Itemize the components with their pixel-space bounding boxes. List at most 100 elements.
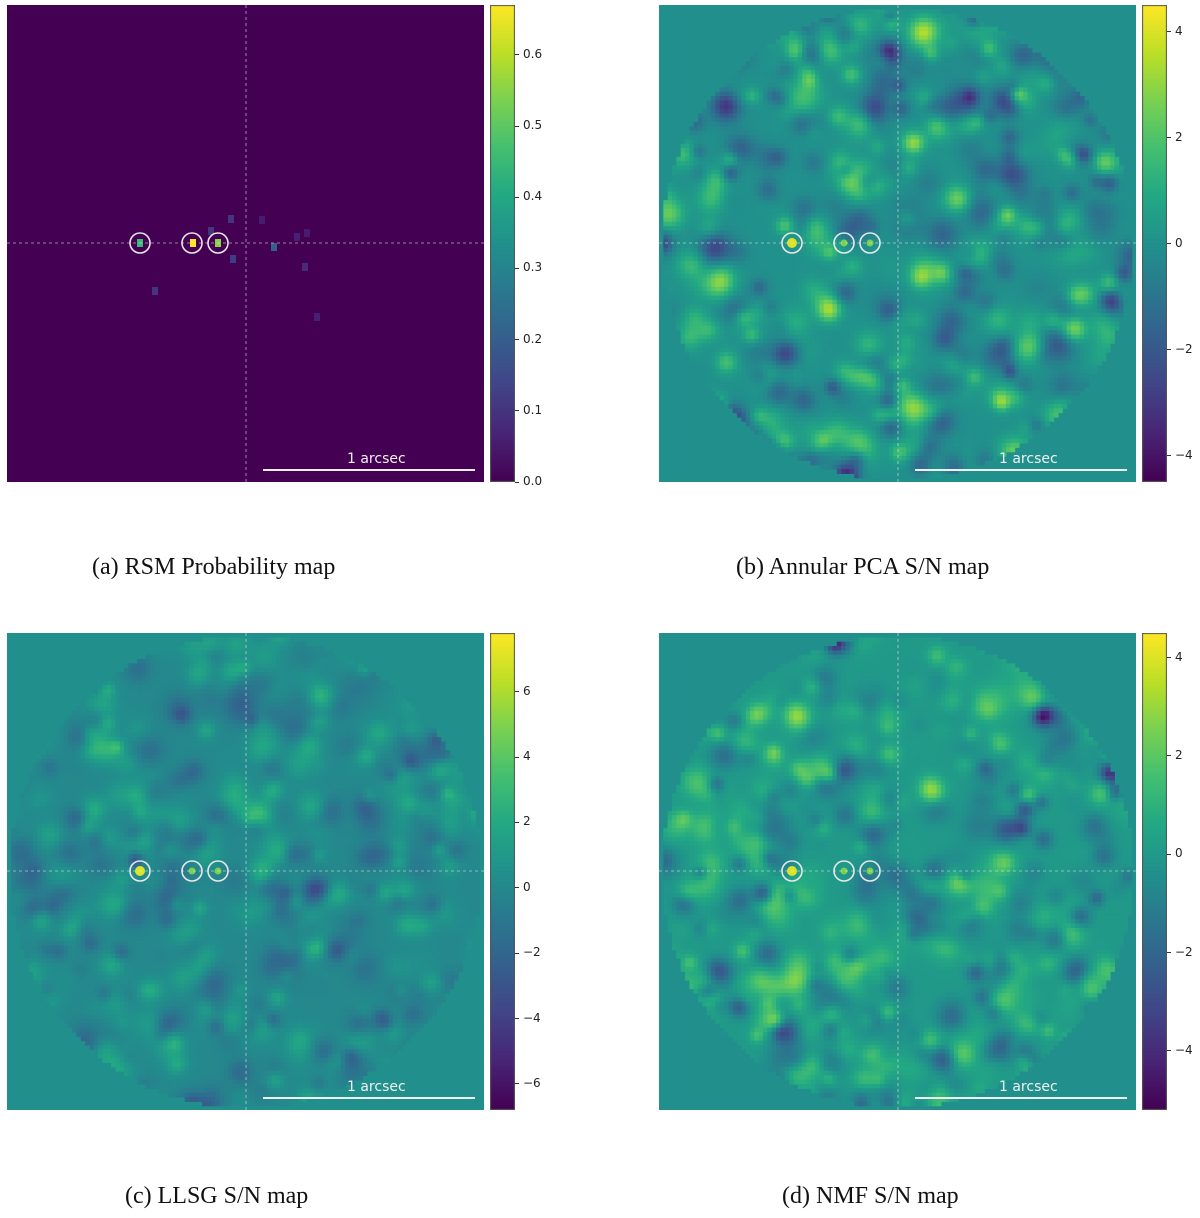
heatmap-cell: [966, 44, 972, 49]
heatmap-cell: [780, 74, 786, 80]
heatmap-cell: [1040, 135, 1046, 141]
heatmap-cell: [910, 182, 916, 188]
heatmap-cell: [1079, 182, 1085, 188]
heatmap-cell: [1018, 234, 1024, 240]
heatmap-cell: [897, 135, 903, 141]
heatmap-cell: [802, 139, 808, 145]
heatmap-cell: [836, 195, 842, 201]
heatmap-cell: [784, 191, 790, 197]
heatmap-cell: [1014, 234, 1020, 240]
heatmap-cell: [940, 169, 946, 175]
heatmap-cell: [1053, 208, 1059, 214]
heatmap-cell: [945, 109, 951, 115]
heatmap-cell: [702, 126, 708, 132]
heatmap-cell: [1053, 156, 1059, 162]
heatmap-cell: [1070, 174, 1076, 180]
heatmap-cell: [1066, 182, 1072, 188]
heatmap-cell: [914, 156, 920, 162]
heatmap-cell: [1018, 70, 1024, 75]
heatmap-cell: [1079, 234, 1085, 240]
heatmap-cell: [828, 213, 834, 219]
heatmap-cell: [932, 48, 938, 54]
heatmap-cell: [854, 13, 860, 19]
heatmap-cell: [1014, 217, 1020, 223]
heatmap-cell: [1005, 187, 1011, 193]
heatmap-cell: [962, 208, 968, 214]
heatmap-cell: [984, 26, 990, 32]
heatmap-cell: [819, 65, 825, 71]
heatmap-cell: [1014, 161, 1020, 167]
heatmap-cell: [819, 226, 825, 232]
heatmap-cell: [858, 182, 864, 188]
heatmap-cell: [966, 221, 972, 227]
heatmap-cell: [819, 126, 825, 132]
heatmap-cell: [741, 221, 747, 227]
heatmap-cell: [979, 195, 985, 201]
heatmap-cell: [949, 239, 955, 245]
heatmap-cell: [884, 104, 890, 110]
heatmap-cell: [1079, 174, 1085, 180]
heatmap-cell: [867, 178, 873, 184]
heatmap-cell: [862, 204, 868, 210]
heatmap-cell: [806, 117, 812, 123]
heatmap-cell: [663, 226, 669, 232]
heatmap-cell: [698, 247, 703, 253]
heatmap-cell: [810, 204, 816, 210]
heatmap-cell: [745, 174, 751, 180]
heatmap-cell: [841, 91, 847, 97]
heatmap-cell: [815, 91, 821, 97]
heatmap-cell: [1088, 117, 1094, 123]
heatmap-cell: [836, 213, 842, 219]
heatmap-cell: [737, 91, 742, 97]
heatmap-cell: [1023, 117, 1029, 123]
heatmap-cell: [823, 78, 829, 84]
heatmap-cell: [897, 204, 903, 210]
heatmap-cell: [698, 135, 703, 141]
heatmap-cell: [750, 65, 755, 71]
heatmap-cell: [858, 252, 864, 258]
heatmap-cell: [849, 187, 855, 193]
heatmap-cell: [906, 83, 912, 88]
heatmap-cell: [862, 234, 868, 240]
heatmap-cell: [1001, 83, 1007, 88]
heatmap-cell: [984, 39, 990, 45]
heatmap-cell: [1027, 78, 1033, 84]
heatmap-cell: [984, 148, 990, 154]
heatmap-cell: [914, 61, 920, 67]
heatmap-cell: [845, 204, 851, 210]
heatmap-cell: [949, 100, 955, 106]
heatmap-cell: [819, 239, 825, 245]
heatmap-cell: [1088, 109, 1094, 115]
heatmap-cell: [797, 113, 803, 119]
heatmap-cell: [763, 226, 769, 232]
heatmap-cell: [823, 156, 829, 162]
heatmap-cell: [1023, 152, 1029, 158]
heatmap-cell: [1053, 169, 1059, 175]
heatmap-cell: [672, 178, 677, 184]
heatmap-cell: [815, 239, 821, 245]
heatmap-cell: [1031, 174, 1037, 180]
heatmap-cell: [789, 57, 795, 62]
heatmap-cell: [862, 109, 868, 115]
heatmap-cell: [1057, 117, 1063, 123]
heatmap-cell: [992, 230, 998, 236]
heatmap-cell: [676, 174, 682, 180]
heatmap-cell: [1001, 208, 1007, 214]
heatmap-cell: [832, 247, 838, 253]
heatmap-cell: [1105, 152, 1111, 158]
heatmap-cell: [910, 247, 916, 253]
heatmap-cell: [849, 252, 855, 258]
heatmap-cell: [789, 126, 795, 132]
companion-marker-circle: [129, 232, 151, 254]
colorbar-tick-mark: [515, 267, 519, 269]
heatmap-cell: [979, 48, 985, 54]
heatmap-cell: [862, 152, 868, 158]
heatmap-cell: [1036, 91, 1042, 97]
heatmap-cell: [966, 156, 972, 162]
heatmap-cell: [823, 204, 829, 210]
heatmap-cell: [1031, 217, 1037, 223]
heatmap-cell: [992, 44, 998, 49]
heatmap-cell: [884, 200, 890, 206]
heatmap-cell: [797, 243, 803, 249]
heatmap-cell: [910, 109, 916, 115]
